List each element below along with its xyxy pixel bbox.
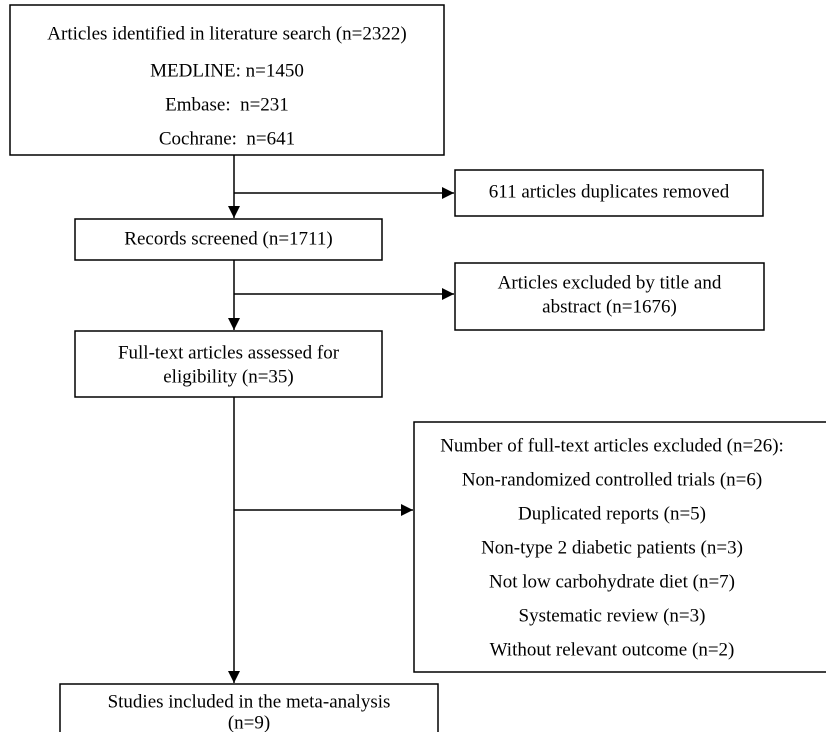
box-text: Studies included in the meta-analysis: [108, 691, 391, 712]
box: [454, 169, 764, 217]
box-text: Records screened (n=1711): [124, 228, 332, 249]
box-text: 611 articles duplicates removed: [489, 181, 730, 202]
box: [9, 4, 445, 156]
box: [74, 330, 383, 398]
box-text: Without relevant outcome (n=2): [490, 639, 735, 660]
box-text: Not low carbohydrate diet (n=7): [489, 571, 735, 592]
box: [413, 421, 826, 673]
box-text: Articles excluded by title and: [498, 272, 722, 293]
box-text: Non-randomized controlled trials (n=6): [462, 469, 762, 490]
box-text: Embase: n=231: [165, 94, 289, 115]
box-text: (n=9): [228, 712, 270, 732]
box-text: Articles identified in literature search…: [47, 23, 406, 44]
box-text: abstract (n=1676): [542, 296, 677, 317]
box-text: Full-text articles assessed for: [118, 342, 340, 363]
box-text: Systematic review (n=3): [519, 605, 706, 626]
box: [454, 262, 765, 331]
box: [74, 218, 383, 261]
box-text: Cochrane: n=641: [159, 128, 295, 149]
box-text: MEDLINE: n=1450: [150, 60, 304, 81]
box-text: Non-type 2 diabetic patients (n=3): [481, 537, 743, 558]
box-text: Number of full-text articles excluded (n…: [440, 435, 784, 456]
box: [59, 683, 439, 732]
box-text: Duplicated reports (n=5): [518, 503, 706, 524]
box-text: eligibility (n=35): [163, 366, 294, 387]
